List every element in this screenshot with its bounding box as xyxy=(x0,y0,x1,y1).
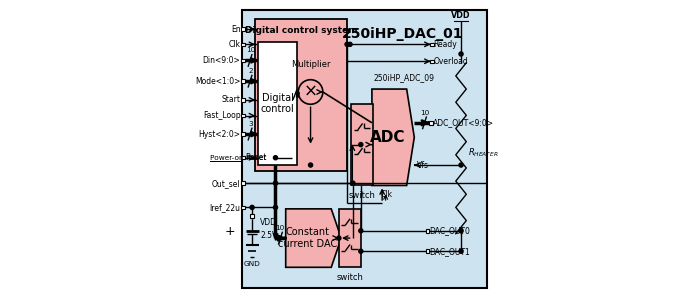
Text: 10: 10 xyxy=(246,47,256,53)
Text: Fast_Loop: Fast_Loop xyxy=(203,111,240,120)
Text: 2: 2 xyxy=(248,68,253,74)
Polygon shape xyxy=(372,89,414,186)
Text: 2.5V: 2.5V xyxy=(260,231,277,240)
Text: 10: 10 xyxy=(420,109,429,116)
Text: Clk: Clk xyxy=(381,190,393,199)
Bar xyxy=(241,98,244,101)
Text: Constant
current DAC: Constant current DAC xyxy=(279,227,337,249)
Text: DAC_OUT0: DAC_OUT0 xyxy=(429,226,470,235)
Circle shape xyxy=(459,52,463,56)
Text: Out_sel: Out_sel xyxy=(212,179,240,188)
Text: 3: 3 xyxy=(248,121,253,127)
Bar xyxy=(241,27,244,31)
Bar xyxy=(242,10,487,288)
Bar xyxy=(255,19,347,171)
Circle shape xyxy=(337,236,341,240)
Circle shape xyxy=(359,249,363,253)
Text: ADC_OUT<9:0>: ADC_OUT<9:0> xyxy=(433,118,494,127)
Text: DAC_OUT1: DAC_OUT1 xyxy=(429,247,470,256)
Bar xyxy=(426,229,429,232)
Bar xyxy=(241,206,244,209)
Circle shape xyxy=(274,156,277,160)
Bar xyxy=(241,59,244,62)
Circle shape xyxy=(274,181,277,185)
Bar xyxy=(430,42,433,46)
Bar xyxy=(430,60,433,63)
Text: 250iHP_DAC_01: 250iHP_DAC_01 xyxy=(342,27,463,40)
Text: Power-on Reset: Power-on Reset xyxy=(210,155,266,161)
Text: Start: Start xyxy=(221,95,240,104)
Text: Hyst<2:0>: Hyst<2:0> xyxy=(198,130,240,139)
Circle shape xyxy=(359,229,363,233)
Text: $R_{HEATER}$: $R_{HEATER}$ xyxy=(468,146,499,159)
Circle shape xyxy=(459,163,463,167)
Text: ADC: ADC xyxy=(370,130,406,145)
Bar xyxy=(241,156,244,160)
Bar xyxy=(250,214,254,218)
Circle shape xyxy=(459,229,463,233)
Text: switch: switch xyxy=(337,273,363,282)
Bar xyxy=(258,42,298,165)
Text: En: En xyxy=(231,25,240,34)
Polygon shape xyxy=(286,209,341,267)
Bar xyxy=(241,181,244,185)
Text: +: + xyxy=(225,225,235,238)
Text: Overload: Overload xyxy=(433,57,468,66)
Text: Clk: Clk xyxy=(228,40,240,49)
Text: 250iHP_ADC_09: 250iHP_ADC_09 xyxy=(373,73,435,82)
Text: Ready: Ready xyxy=(433,40,457,49)
Bar xyxy=(429,121,433,124)
Bar xyxy=(241,79,244,83)
Text: Din<9:0>: Din<9:0> xyxy=(203,56,240,65)
Text: 10: 10 xyxy=(276,225,285,231)
Circle shape xyxy=(359,142,363,147)
Text: ×: × xyxy=(304,83,318,101)
Circle shape xyxy=(351,181,355,185)
Text: Vfs: Vfs xyxy=(416,160,428,170)
Circle shape xyxy=(348,42,352,46)
Circle shape xyxy=(345,42,349,46)
Text: Multiplier: Multiplier xyxy=(290,60,330,70)
Text: Digital
control: Digital control xyxy=(261,93,295,114)
Circle shape xyxy=(250,205,254,209)
Text: Iref_22u: Iref_22u xyxy=(209,203,240,212)
Bar xyxy=(241,114,244,117)
Circle shape xyxy=(274,205,277,209)
Bar xyxy=(351,104,373,186)
Circle shape xyxy=(309,163,313,167)
Text: Reset: Reset xyxy=(245,153,266,162)
Text: VDD: VDD xyxy=(452,12,471,20)
Text: Mode<1:0>: Mode<1:0> xyxy=(195,77,240,86)
Bar xyxy=(426,250,429,253)
Text: GND: GND xyxy=(244,260,260,266)
Text: VDD: VDD xyxy=(260,217,277,227)
Circle shape xyxy=(298,80,323,104)
Bar xyxy=(241,132,244,136)
Bar xyxy=(339,209,361,267)
Text: switch: switch xyxy=(349,191,376,200)
Text: Digital control system: Digital control system xyxy=(245,26,358,35)
Bar xyxy=(241,42,244,46)
Circle shape xyxy=(459,249,463,253)
